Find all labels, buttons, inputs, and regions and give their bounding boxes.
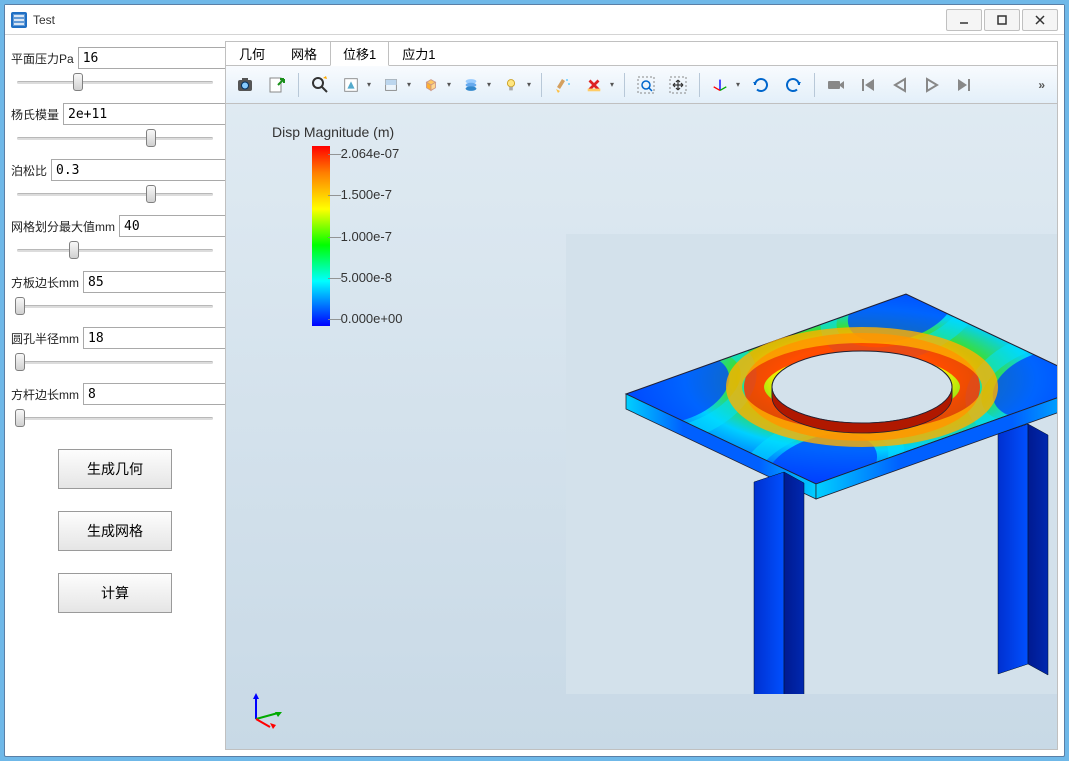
app-window: Test 平面压力Pa 杨氏模量 — [4, 4, 1065, 757]
legend-tick: 1.000e-7 — [342, 229, 404, 244]
export-icon[interactable] — [262, 71, 292, 99]
tab-displacement[interactable]: 位移1 — [330, 42, 389, 66]
param-mesh-max: 网格划分最大值mm — [11, 215, 219, 259]
screenshot-icon[interactable] — [230, 71, 260, 99]
param-plate-edge: 方板边长mm — [11, 271, 219, 315]
param-hole-radius: 圆孔半径mm — [11, 327, 219, 371]
legend: Disp Magnitude (m) 2.064e-07 1.500e-7 1.… — [272, 124, 404, 326]
zoom-box-icon[interactable] — [631, 71, 661, 99]
play-last-icon[interactable] — [949, 71, 979, 99]
param-label: 方板边长mm — [11, 274, 79, 291]
legend-title: Disp Magnitude (m) — [272, 124, 404, 140]
toolbar: » — [226, 66, 1057, 104]
maximize-button[interactable] — [984, 9, 1020, 31]
rotate-cw-icon[interactable] — [746, 71, 776, 99]
param-slider[interactable] — [11, 297, 219, 315]
pan-icon[interactable] — [663, 71, 693, 99]
param-label: 泊松比 — [11, 162, 47, 179]
param-slider[interactable] — [11, 73, 219, 91]
box-view-icon[interactable] — [417, 71, 455, 99]
delete-icon[interactable] — [580, 71, 618, 99]
tab-stress[interactable]: 应力1 — [389, 42, 448, 65]
play-first-icon[interactable] — [853, 71, 883, 99]
legend-tick: 5.000e-8 — [342, 270, 404, 285]
param-label: 杨氏模量 — [11, 106, 59, 123]
param-slider[interactable] — [11, 185, 219, 203]
record-icon[interactable] — [821, 71, 851, 99]
rotate-ccw-icon[interactable] — [778, 71, 808, 99]
legend-tick: 2.064e-07 — [342, 146, 404, 161]
layers-icon[interactable] — [457, 71, 495, 99]
generate-mesh-button[interactable]: 生成网格 — [58, 511, 172, 551]
render-3d — [566, 234, 1057, 694]
axis-triad-icon — [246, 689, 286, 729]
client-area: 平面压力Pa 杨氏模量 泊松比 — [5, 35, 1064, 756]
clear-icon[interactable] — [548, 71, 578, 99]
generate-geometry-button[interactable]: 生成几何 — [58, 449, 172, 489]
titlebar: Test — [5, 5, 1064, 35]
tabs: 几何 网格 位移1 应力1 — [226, 42, 1057, 66]
param-slider[interactable] — [11, 241, 219, 259]
light-icon[interactable] — [497, 71, 535, 99]
window-title: Test — [33, 13, 944, 27]
view-direction-icon[interactable] — [377, 71, 415, 99]
sidebar: 平面压力Pa 杨氏模量 泊松比 — [11, 41, 219, 750]
legend-tick: 1.500e-7 — [342, 187, 404, 202]
tab-geometry[interactable]: 几何 — [226, 42, 278, 65]
param-leg-edge: 方杆边长mm — [11, 383, 219, 427]
compute-button[interactable]: 计算 — [58, 573, 172, 613]
minimize-button[interactable] — [946, 9, 982, 31]
param-slider[interactable] — [11, 129, 219, 147]
param-slider[interactable] — [11, 353, 219, 371]
main-panel: 几何 网格 位移1 应力1 — [225, 41, 1058, 750]
param-pressure: 平面压力Pa — [11, 47, 219, 91]
legend-tick: 0.000e+00 — [342, 311, 404, 326]
param-slider[interactable] — [11, 409, 219, 427]
axes-icon[interactable] — [706, 71, 744, 99]
zoom-icon[interactable] — [305, 71, 335, 99]
param-label: 方杆边长mm — [11, 386, 79, 403]
param-label: 圆孔半径mm — [11, 330, 79, 347]
param-label: 网格划分最大值mm — [11, 218, 115, 235]
play-prev-icon[interactable] — [885, 71, 915, 99]
app-icon — [11, 12, 27, 28]
param-input-youngs[interactable] — [63, 103, 242, 125]
reset-view-icon[interactable] — [337, 71, 375, 99]
legend-ticks: 2.064e-07 1.500e-7 1.000e-7 5.000e-8 0.0… — [342, 146, 404, 326]
viewport-3d[interactable]: Disp Magnitude (m) 2.064e-07 1.500e-7 1.… — [226, 104, 1057, 749]
param-input-poisson[interactable] — [51, 159, 230, 181]
tab-mesh[interactable]: 网格 — [278, 42, 330, 65]
close-button[interactable] — [1022, 9, 1058, 31]
play-next-icon[interactable] — [917, 71, 947, 99]
param-label: 平面压力Pa — [11, 50, 74, 67]
param-youngs-modulus: 杨氏模量 — [11, 103, 219, 147]
toolbar-overflow-icon[interactable]: » — [1030, 78, 1053, 92]
param-poisson: 泊松比 — [11, 159, 219, 203]
